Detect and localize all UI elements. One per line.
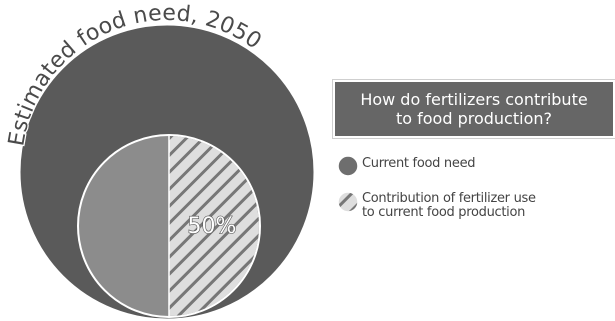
legend-label-2-line-1: Contribution of fertilizer use [362, 191, 536, 206]
legend-swatch-spacer-2 [336, 189, 358, 211]
legend-swatch-spacer-1 [336, 154, 358, 176]
legend-item-fertilizer-contribution: Contribution of fertilizer use to curren… [336, 189, 606, 220]
legend-label-2-line-2: to current food production [362, 205, 526, 220]
legend: Current food need Contribution of fertil… [336, 154, 606, 233]
legend-label-1-line-1: Current food need [362, 156, 476, 171]
legend-swatch-current-food-need [337, 155, 359, 177]
question-title-box: How do fertilizers contribute to food pr… [333, 80, 615, 138]
legend-label-current-food-need: Current food need [362, 154, 476, 171]
legend-swatch-fertilizer [337, 191, 359, 213]
legend-label-fertilizer-contribution: Contribution of fertilizer use to curren… [362, 189, 536, 220]
hatched-half-fertilizer-contribution [169, 136, 259, 316]
question-line-2: to food production? [395, 109, 552, 128]
legend-item-current-food-need: Current food need [336, 154, 606, 176]
percentage-label: 50% [188, 214, 237, 239]
question-line-1: How do fertilizers contribute [360, 90, 588, 109]
